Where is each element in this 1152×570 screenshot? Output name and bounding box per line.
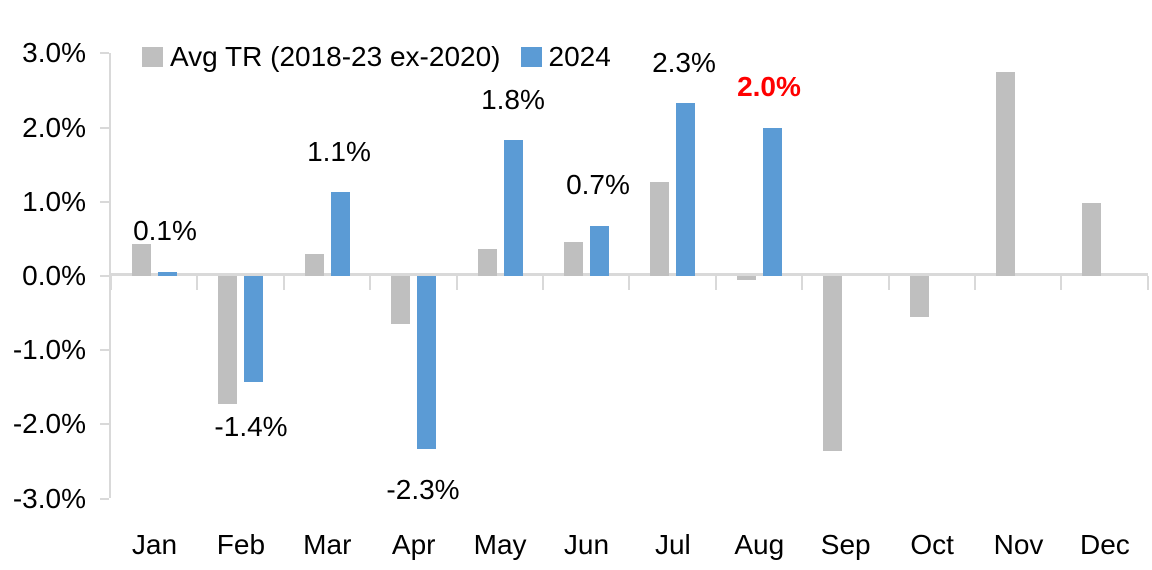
x-axis-label-sep: Sep [820,529,871,560]
y-axis-tick-label: 2.0% [22,111,86,143]
legend-swatch-2024 [520,47,542,67]
x-axis-tick [196,276,199,290]
x-axis-label-oct: Oct [910,529,954,560]
x-axis-line [109,273,1148,276]
bar-avg-tr-nov [996,72,1016,276]
bar-avg-tr-may [477,248,497,276]
x-axis-label-jul: Jul [654,529,691,560]
y-axis-tick-label: 3.0% [22,37,86,69]
x-axis-label-nov: Nov [993,529,1044,560]
x-axis-tick [1146,276,1149,290]
bar-2024-mar [330,192,350,276]
data-label-jun: 0.7% [566,169,630,200]
y-axis-tick-label: -2.0% [12,408,86,440]
y-axis-tick [100,275,109,277]
x-axis-label-may: May [473,529,527,560]
legend-swatch-avg-tr [142,47,163,67]
data-label-feb: -1.4% [214,411,288,442]
legend-item-2024: 2024 [520,41,611,72]
x-axis-tick [974,276,976,290]
x-axis-label-jan: Jan [131,529,178,560]
x-axis-tick [282,276,285,290]
x-axis-tick [714,276,717,290]
bar-2024-may [503,140,523,276]
data-label-jan: 0.1% [133,215,197,246]
bar-avg-tr-apr [391,276,411,325]
bar-avg-tr-jun [564,241,584,276]
x-axis-tick [801,276,804,290]
legend-item-avg-tr: Avg TR (2018-23 ex-2020) [142,43,501,71]
y-axis-tick [100,126,109,129]
bar-2024-jan [157,272,177,276]
x-axis-tick [887,276,890,290]
x-axis-label-apr: Apr [391,529,436,560]
x-axis-tick [369,276,372,290]
bar-avg-tr-feb [218,276,238,405]
data-label-may: 1.8% [481,84,545,115]
y-axis-tick-label: 1.0% [22,185,86,217]
x-axis-label-aug: Aug [734,529,785,560]
y-axis-tick-label: -3.0% [12,482,86,514]
y-axis-tick [100,497,109,500]
x-axis-label-jun: Jun [563,529,610,560]
x-axis-label-mar: Mar [303,529,352,560]
data-label-apr: -2.3% [386,474,460,505]
y-axis-tick [100,349,109,352]
bar-avg-tr-aug [736,276,756,280]
y-axis-tick-label: -1.0% [12,334,86,366]
x-axis-tick [1060,276,1063,290]
y-axis-tick-label: 0.0% [22,260,86,291]
bar-avg-tr-jul [650,181,670,276]
bar-2024-aug [762,127,782,276]
data-label-jul: 2.3% [652,47,716,78]
bar-avg-tr-oct [909,276,929,317]
y-axis-tick [100,52,109,55]
bar-avg-tr-dec [1082,203,1102,276]
bar-avg-tr-sep [823,276,843,452]
data-label-aug: 2.0% [737,71,801,102]
bar-2024-jul [676,103,696,276]
x-axis-tick [455,276,458,290]
x-axis-label-feb: Feb [216,529,266,560]
bar-2024-feb [244,276,264,383]
bar-2024-apr [417,276,437,449]
legend: Avg TR (2018-23 ex-2020) 2024 [142,43,611,71]
bar-avg-tr-mar [304,253,324,276]
y-axis-tick [100,200,109,203]
x-axis-tick [110,276,112,290]
y-axis-tick [100,423,109,426]
legend-label-avg-tr: Avg TR (2018-23 ex-2020) [170,41,501,72]
x-axis-label-dec: Dec [1079,529,1130,560]
data-label-mar: 1.1% [307,136,371,167]
bar-2024-jun [589,225,609,276]
x-axis-tick [628,276,631,290]
x-axis-tick [542,276,544,290]
legend-label-2024: 2024 [548,41,611,72]
bar-avg-tr-jan [132,244,152,276]
